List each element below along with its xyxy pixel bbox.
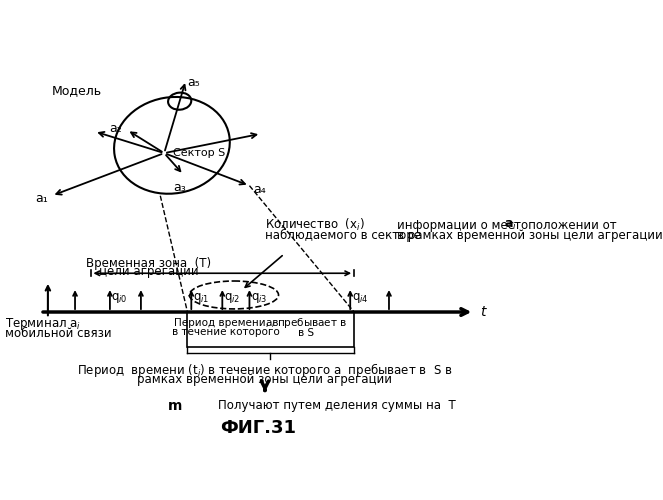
Text: Сектор S: Сектор S	[173, 148, 225, 158]
Text: a₅: a₅	[188, 76, 200, 88]
Text: q$_{i4}$: q$_{i4}$	[352, 291, 369, 305]
Text: в рамках временной зоны цели агрегации: в рамках временной зоны цели агрегации	[396, 229, 662, 242]
Text: в течение которого: в течение которого	[172, 327, 280, 337]
Text: t: t	[479, 305, 485, 319]
Text: в S: в S	[298, 328, 314, 338]
Text: Количество  (x$_i$): Количество (x$_i$)	[265, 217, 365, 233]
Text: мобильной связи: мобильной связи	[5, 327, 112, 340]
Text: q$_{i1}$: q$_{i1}$	[193, 291, 210, 305]
Text: a$_i$: a$_i$	[504, 218, 516, 232]
Text: a₂: a₂	[109, 122, 121, 135]
Text: Получают путем деления суммы на  T: Получают путем деления суммы на T	[218, 400, 456, 412]
Text: рамках временной зоны цели агрегации: рамках временной зоны цели агрегации	[137, 373, 392, 386]
Text: Терминал a$_i$: Терминал a$_i$	[5, 316, 82, 332]
Text: цели агрегации: цели агрегации	[99, 265, 198, 278]
Text: q$_{i0}$: q$_{i0}$	[111, 291, 128, 305]
Text: q$_{i3}$: q$_{i3}$	[251, 291, 267, 305]
Text: Период  времени (t$_i$) в течение которого a  пребывает в  S в: Период времени (t$_i$) в течение которог…	[77, 361, 453, 379]
Bar	[188, 312, 354, 347]
Text: a₃: a₃	[173, 181, 186, 194]
Text: наблюдаемого в секторе: наблюдаемого в секторе	[265, 228, 421, 242]
Text: Временная зона  (T): Временная зона (T)	[86, 256, 211, 270]
Text: Период времени, в: Период времени, в	[174, 318, 278, 328]
Text: информации о местоположении от: информации о местоположении от	[396, 218, 617, 232]
Text: a₄: a₄	[253, 183, 266, 196]
Text: q$_{i2}$: q$_{i2}$	[224, 291, 240, 305]
Text: a$_i$ пребывает в: a$_i$ пребывает в	[265, 316, 347, 330]
Text: m: m	[168, 399, 182, 413]
Text: Модель: Модель	[52, 84, 102, 98]
Text: a₁: a₁	[35, 192, 48, 204]
Text: ФИГ.31: ФИГ.31	[220, 420, 296, 438]
